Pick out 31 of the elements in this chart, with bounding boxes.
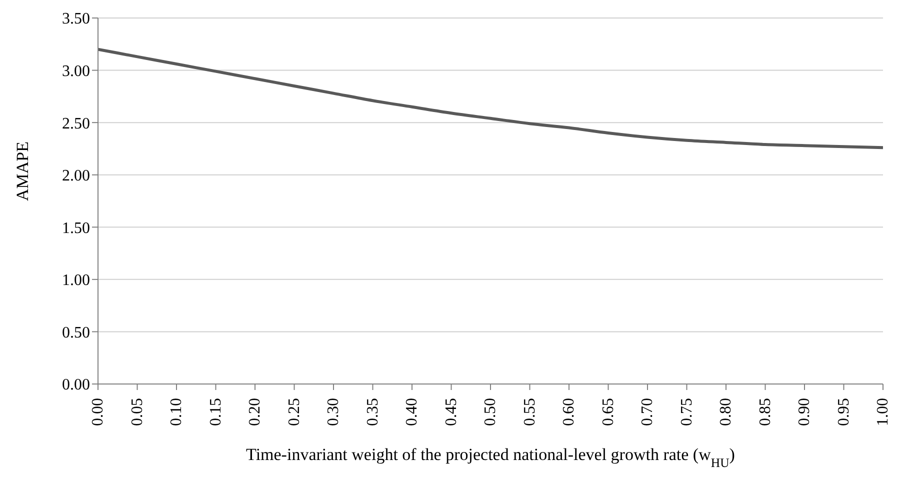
x-tick-label: 0.25 bbox=[286, 398, 303, 426]
x-axis-title: Time-invariant weight of the projected national-level growth rate (w$_{HU}$) bbox=[246, 445, 735, 470]
x-tick-label: 0.70 bbox=[639, 398, 656, 426]
y-tick-label: 0.00 bbox=[62, 376, 90, 394]
y-tick-label: 3.00 bbox=[62, 62, 90, 80]
x-tick-label: 0.50 bbox=[482, 398, 499, 426]
x-tick-label: 0.30 bbox=[325, 398, 342, 426]
x-tick-label: 0.90 bbox=[796, 398, 813, 426]
y-tick-label: 1.00 bbox=[62, 272, 90, 290]
y-tick-label: 2.50 bbox=[62, 115, 90, 132]
x-tick-label: 0.20 bbox=[246, 398, 264, 426]
x-tick-label: 0.45 bbox=[442, 398, 460, 426]
x-tick-label: 0.55 bbox=[521, 398, 538, 426]
y-axis-title: AMAPE bbox=[13, 141, 32, 201]
x-tick-label: 0.15 bbox=[207, 398, 224, 426]
x-tick-label: 0.60 bbox=[560, 398, 578, 426]
x-tick-label: 0.75 bbox=[678, 398, 696, 426]
line-series bbox=[98, 48, 883, 150]
y-tick-label: 1.50 bbox=[62, 220, 90, 237]
x-tick-label: 0.40 bbox=[404, 398, 420, 426]
y-tick-label: 2.00 bbox=[62, 168, 90, 185]
x-tick-label: 0.35 bbox=[364, 398, 382, 426]
y-tick-label: 0.50 bbox=[62, 324, 90, 342]
x-tick-label: 0.85 bbox=[756, 398, 774, 426]
x-tick-label: 0.95 bbox=[835, 398, 852, 426]
x-tick-label: 0.80 bbox=[718, 398, 734, 426]
x-tick-label: 0.05 bbox=[128, 398, 146, 426]
y-tick-label: 3.50 bbox=[62, 10, 90, 28]
x-tick-label: 1.00 bbox=[874, 398, 892, 426]
x-tick-label: 0.65 bbox=[600, 398, 617, 426]
x-tick-label: 0.10 bbox=[168, 398, 185, 426]
